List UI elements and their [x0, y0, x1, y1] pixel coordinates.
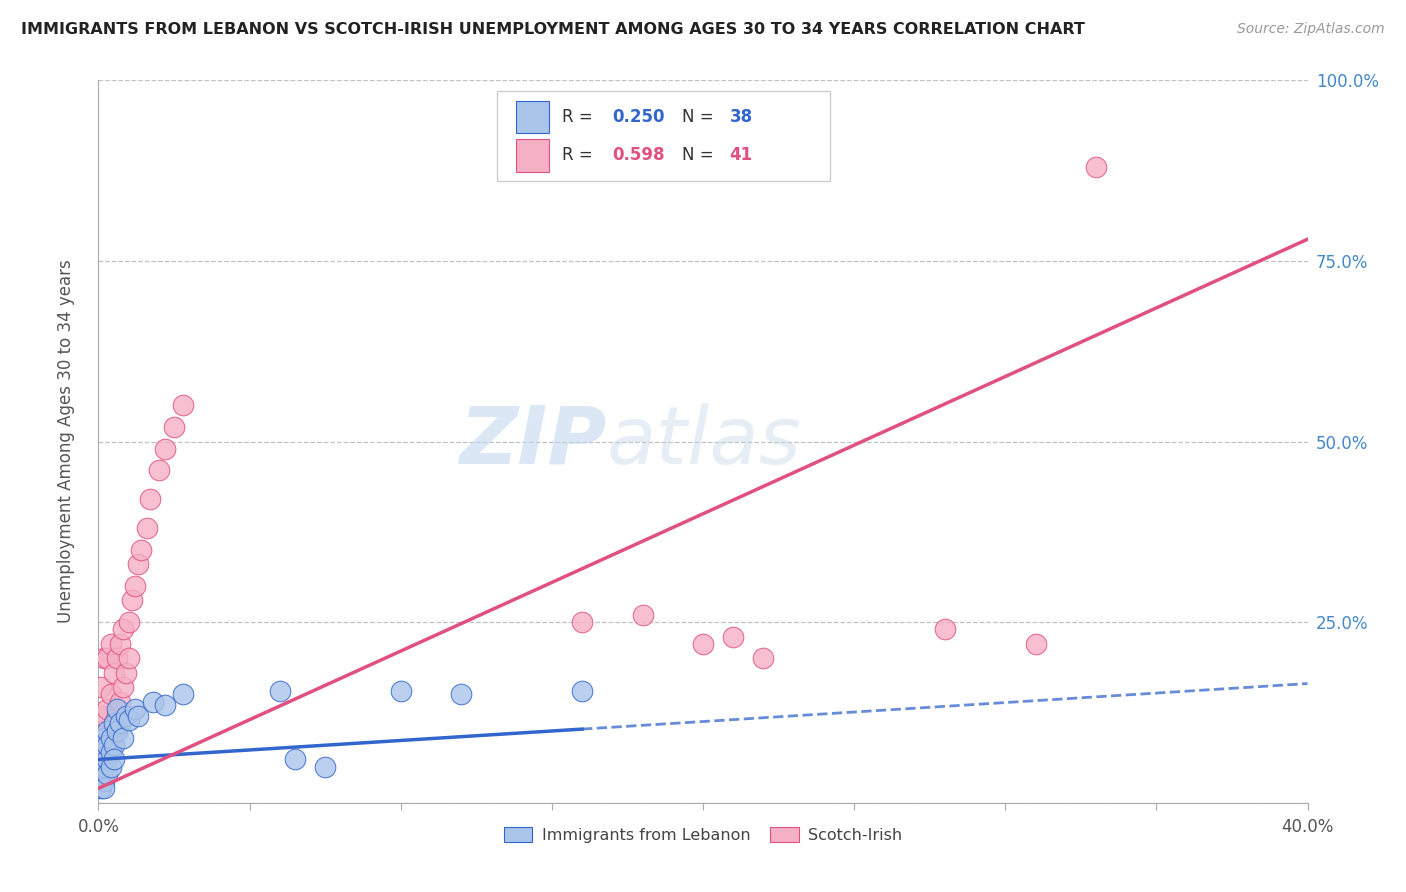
- Point: [96, 767, 118, 781]
- Point: [103, 738, 125, 752]
- Point: [90, 767, 112, 781]
- Text: 41: 41: [730, 146, 752, 164]
- Text: N =: N =: [682, 146, 720, 164]
- Point: [571, 615, 593, 630]
- Point: [96, 702, 118, 716]
- Point: [105, 723, 128, 738]
- Point: [153, 442, 176, 456]
- Point: [124, 702, 146, 716]
- Point: [121, 593, 143, 607]
- Point: [96, 651, 118, 665]
- Point: [571, 683, 593, 698]
- Point: [314, 760, 336, 774]
- Point: [1085, 160, 1108, 174]
- Point: [450, 687, 472, 701]
- Text: IMMIGRANTS FROM LEBANON VS SCOTCH-IRISH UNEMPLOYMENT AMONG AGES 30 TO 34 YEARS C: IMMIGRANTS FROM LEBANON VS SCOTCH-IRISH …: [21, 22, 1085, 37]
- Point: [90, 752, 112, 766]
- Point: [111, 680, 134, 694]
- Point: [90, 738, 112, 752]
- Point: [163, 420, 186, 434]
- Point: [108, 716, 131, 731]
- Point: [127, 709, 149, 723]
- Text: atlas: atlas: [606, 402, 801, 481]
- Point: [118, 615, 141, 630]
- FancyBboxPatch shape: [516, 101, 550, 134]
- Point: [139, 492, 162, 507]
- Point: [118, 651, 141, 665]
- Y-axis label: Unemployment Among Ages 30 to 34 years: Unemployment Among Ages 30 to 34 years: [56, 260, 75, 624]
- Point: [103, 752, 125, 766]
- Point: [90, 767, 112, 781]
- Point: [172, 398, 194, 412]
- Point: [93, 731, 115, 745]
- Point: [90, 680, 112, 694]
- Point: [723, 630, 745, 644]
- Point: [108, 637, 131, 651]
- Point: [90, 781, 112, 796]
- Point: [284, 752, 307, 766]
- Point: [269, 683, 291, 698]
- Text: 38: 38: [730, 108, 752, 126]
- Point: [114, 709, 136, 723]
- Point: [135, 521, 157, 535]
- Point: [127, 558, 149, 572]
- Point: [1024, 637, 1046, 651]
- Legend: Immigrants from Lebanon, Scotch-Irish: Immigrants from Lebanon, Scotch-Irish: [498, 820, 908, 849]
- Point: [124, 579, 146, 593]
- Point: [129, 542, 152, 557]
- Text: R =: R =: [561, 146, 598, 164]
- Point: [142, 695, 165, 709]
- Point: [111, 623, 134, 637]
- Point: [100, 687, 122, 701]
- Point: [100, 637, 122, 651]
- Text: 0.250: 0.250: [613, 108, 665, 126]
- Point: [90, 723, 112, 738]
- Point: [100, 731, 122, 745]
- Point: [96, 752, 118, 766]
- Point: [118, 713, 141, 727]
- Point: [103, 665, 125, 680]
- Text: R =: R =: [561, 108, 598, 126]
- Point: [90, 760, 112, 774]
- Point: [105, 702, 128, 716]
- Point: [114, 665, 136, 680]
- Point: [96, 752, 118, 766]
- Point: [692, 637, 714, 651]
- Text: N =: N =: [682, 108, 720, 126]
- Point: [100, 760, 122, 774]
- Point: [100, 738, 122, 752]
- Point: [389, 683, 412, 698]
- Point: [105, 651, 128, 665]
- Text: 0.598: 0.598: [613, 146, 665, 164]
- Point: [93, 651, 115, 665]
- Point: [96, 738, 118, 752]
- Point: [93, 774, 115, 789]
- Point: [103, 716, 125, 731]
- Point: [172, 687, 194, 701]
- Point: [93, 760, 115, 774]
- Point: [93, 781, 115, 796]
- Point: [93, 752, 115, 766]
- Point: [111, 731, 134, 745]
- Point: [96, 723, 118, 738]
- Text: ZIP: ZIP: [458, 402, 606, 481]
- Point: [148, 463, 170, 477]
- FancyBboxPatch shape: [516, 139, 550, 171]
- FancyBboxPatch shape: [498, 91, 830, 181]
- Point: [934, 623, 956, 637]
- Point: [153, 698, 176, 713]
- Point: [105, 709, 128, 723]
- Point: [631, 607, 654, 622]
- Point: [93, 760, 115, 774]
- Point: [100, 745, 122, 759]
- Point: [752, 651, 775, 665]
- Point: [93, 709, 115, 723]
- Point: [103, 723, 125, 738]
- Text: Source: ZipAtlas.com: Source: ZipAtlas.com: [1237, 22, 1385, 37]
- Point: [93, 745, 115, 759]
- Point: [108, 695, 131, 709]
